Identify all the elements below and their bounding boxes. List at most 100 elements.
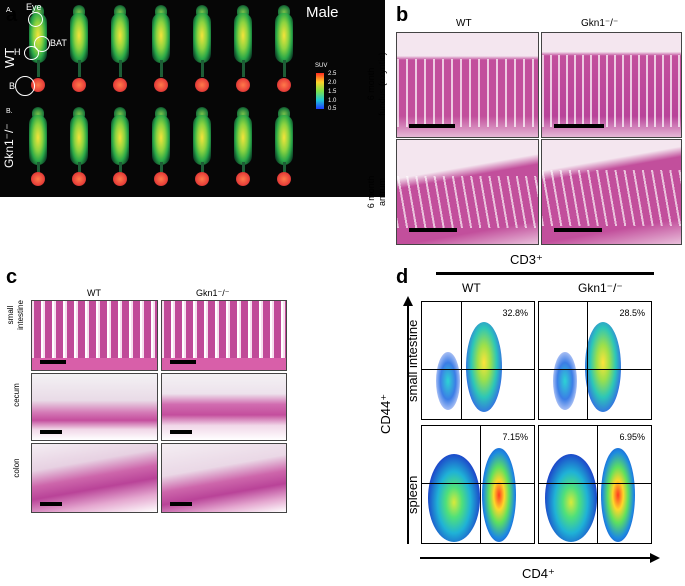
mouse-wt-2 (66, 5, 92, 77)
row-label-cecum: cecum (12, 383, 21, 407)
row-label-line: fundus (oxyntic) (377, 52, 387, 116)
roi-label-bat: BAT (50, 38, 67, 48)
bladder-ko-3 (113, 172, 127, 186)
percentage-label: 32.8% (502, 308, 528, 318)
bladder-ko-1 (31, 172, 45, 186)
y-axis-arrow (403, 296, 413, 544)
row-label-line: small (6, 305, 15, 325)
histo-colon-wt (31, 443, 158, 513)
bladder-wt-7 (277, 78, 291, 92)
x-axis-label: CD4⁺ (522, 566, 555, 581)
scale-bar (40, 502, 62, 506)
bladder-ko-5 (195, 172, 209, 186)
histo-colon-ko (161, 443, 287, 513)
col-label-ko: Gkn1⁻/⁻ (196, 288, 230, 298)
histo-fundus-wt (396, 32, 539, 138)
roi-bat (34, 36, 50, 52)
scale-bar (40, 430, 62, 434)
mouse-ko-3 (107, 107, 133, 179)
bladder-wt-2 (72, 78, 86, 92)
percentage-label: 6.95% (619, 432, 645, 442)
col-label-wt: WT (87, 288, 101, 298)
row-label-line: 6 month (366, 175, 376, 209)
facs-spleen-wt: 7.15% (421, 425, 535, 544)
mouse-wt-7 (271, 5, 297, 77)
pet-ct-image: A. B. Male WT Gkn1⁻/⁻ Eye BAT H B SUV 2.… (0, 0, 385, 197)
colorbar-title: SUV (315, 63, 328, 69)
row-label-antrum: 6 month antrum (366, 144, 388, 240)
suv-colorbar (316, 73, 324, 109)
col-label-wt: WT (456, 18, 472, 29)
y-axis-label: CD44⁺ (378, 393, 393, 434)
mouse-ko-4 (148, 107, 174, 179)
scale-bar (40, 360, 66, 364)
bladder-ko-7 (277, 172, 291, 186)
roi-label-bladder: B (9, 81, 16, 91)
scale-bar (554, 228, 602, 232)
mouse-ko-7 (271, 107, 297, 179)
bladder-wt-5 (195, 78, 209, 92)
scale-bar (170, 430, 192, 434)
roi-label-heart: H (14, 47, 21, 57)
facs-si-wt: 32.8% (421, 301, 535, 420)
bladder-ko-6 (236, 172, 250, 186)
suv-tick: 2.5 (328, 71, 337, 77)
sex-label: Male (306, 4, 339, 21)
histo-si-wt (31, 300, 158, 371)
mouse-wt-3 (107, 5, 133, 77)
row-label-spleen: spleen (405, 475, 420, 514)
col-label-ko: Gkn1⁻/⁻ (578, 281, 623, 295)
suv-tick: 1.5 (328, 89, 337, 95)
row-label-small-intestine: small intestine (6, 285, 26, 345)
roi-heart (24, 46, 39, 60)
panel-b-letter: b (396, 4, 409, 26)
bladder-ko-2 (72, 172, 86, 186)
histo-antrum-wt (396, 139, 539, 245)
mouse-ko-5 (189, 107, 215, 179)
row-label-line: 6 month (366, 67, 376, 101)
scale-bar (409, 124, 455, 128)
row-mark-b: B. (6, 108, 13, 115)
panel-d-letter: d (396, 266, 409, 288)
row-label-fundus: 6 month fundus (oxyntic) (366, 38, 388, 130)
row-mark-a: A. (6, 7, 13, 14)
row-label-line: intestine (16, 300, 25, 330)
mouse-ko-2 (66, 107, 92, 179)
scale-bar (409, 228, 457, 232)
roi-eye (28, 12, 43, 27)
bladder-ko-4 (154, 172, 168, 186)
histo-cecum-wt (31, 373, 158, 441)
row-label-line: antrum (377, 178, 387, 207)
mouse-wt-6 (230, 5, 256, 77)
histo-si-ko (161, 300, 287, 371)
histo-antrum-ko (541, 139, 682, 245)
percentage-label: 7.15% (502, 432, 528, 442)
x-axis-arrow (420, 553, 660, 563)
bladder-wt-6 (236, 78, 250, 92)
row-label-ko: Gkn1⁻/⁻ (2, 123, 16, 168)
cd3-header: CD3⁺ (510, 252, 543, 267)
mouse-wt-5 (189, 5, 215, 77)
scale-bar (170, 502, 192, 506)
histo-fundus-ko (541, 32, 682, 138)
mouse-ko-6 (230, 107, 256, 179)
roi-bladder (15, 76, 35, 96)
facs-spleen-ko: 6.95% (538, 425, 652, 544)
roi-label-eye: Eye (26, 2, 42, 12)
col-label-ko: Gkn1⁻/⁻ (581, 18, 619, 29)
percentage-label: 28.5% (619, 308, 645, 318)
panel-a-letter: a (6, 4, 18, 26)
suv-tick: 1.0 (328, 98, 337, 104)
header-rule (436, 272, 654, 275)
histo-cecum-ko (161, 373, 287, 441)
bladder-wt-4 (154, 78, 168, 92)
panel-c-letter: c (6, 266, 18, 288)
suv-tick: 2.0 (328, 80, 337, 86)
row-label-small-intestine: small intestine (405, 319, 420, 402)
col-label-wt: WT (462, 281, 481, 295)
mouse-wt-4 (148, 5, 174, 77)
row-label-colon: colon (12, 458, 21, 478)
suv-tick: 0.5 (328, 106, 337, 112)
bladder-wt-3 (113, 78, 127, 92)
scale-bar (170, 360, 196, 364)
